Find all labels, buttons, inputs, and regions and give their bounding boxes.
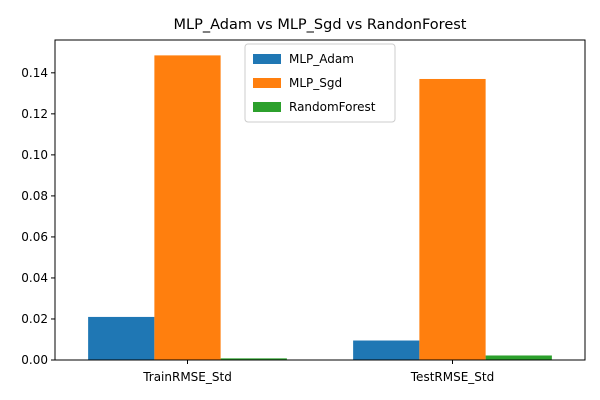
y-tick-label: 0.04	[21, 271, 48, 285]
y-tick-label: 0.00	[21, 353, 48, 367]
y-tick-label: 0.12	[21, 107, 48, 121]
plot-frame	[54, 39, 586, 361]
y-tick-label: 0.06	[21, 230, 48, 244]
bar-randomforest-testrmse_std	[485, 355, 552, 360]
y-tick-label: 0.14	[21, 66, 48, 80]
legend-label-randomforest: RandomForest	[289, 100, 376, 114]
legend-swatch-mlp_sgd	[253, 78, 281, 88]
x-tick-label: TestRMSE_Std	[410, 370, 494, 384]
bar-mlp_sgd-testrmse_std	[419, 78, 486, 360]
y-tick-label: 0.10	[21, 148, 48, 162]
bar-mlp_adam-testrmse_std	[353, 340, 420, 360]
bar-mlp_sgd-trainrmse_std	[154, 55, 221, 361]
legend: MLP_Adam MLP_Sgd RandomForest	[244, 43, 396, 123]
legend-label-mlp_sgd: MLP_Sgd	[289, 76, 342, 90]
axes-layer: 0.00 0.02 0.04 0.06 0.08 0.10 0.12 0.14 TrainRMS…	[21, 39, 586, 384]
legend-box	[244, 43, 396, 123]
legend-swatch-mlp_adam	[253, 54, 281, 64]
legend-swatch-randomforest	[253, 102, 281, 112]
bar-mlp_adam-trainrmse_std	[88, 316, 155, 360]
y-tick-label: 0.08	[21, 189, 48, 203]
x-tick-label: TrainRMSE_Std	[142, 370, 232, 384]
bar-randomforest-trainrmse_std	[220, 358, 287, 360]
legend-label-mlp_adam: MLP_Adam	[289, 52, 354, 66]
bars-layer	[88, 55, 552, 361]
y-tick-label: 0.02	[21, 312, 48, 326]
chart-title: MLP_Adam vs MLP_Sgd vs RandonForest	[174, 17, 467, 33]
